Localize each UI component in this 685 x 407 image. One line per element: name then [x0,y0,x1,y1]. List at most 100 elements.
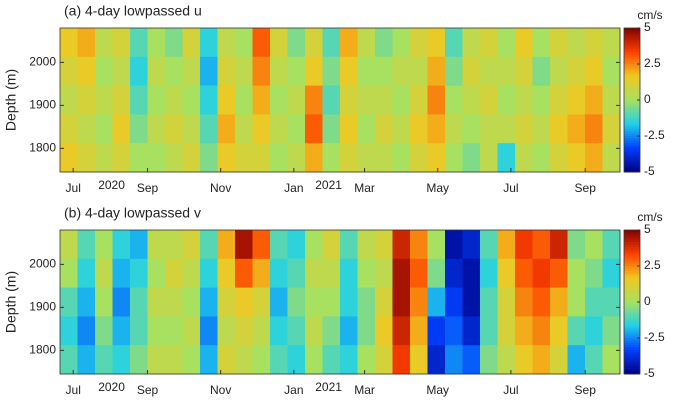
heatmap-cell [287,28,306,58]
colorbar-segment [624,266,640,269]
heatmap-cell [200,230,218,260]
heatmap-cell [77,143,96,173]
heatmap-cell [322,287,341,317]
colorbar-segment [624,345,640,349]
heatmap-cell [410,230,428,260]
colorbar-segment [624,157,640,161]
heatmap-cell [322,230,341,260]
heatmap-cell [95,258,113,289]
heatmap-cell [497,345,516,375]
colorbar-segment [624,354,640,358]
heatmap-cell [410,316,428,346]
heatmap-cell [497,114,516,144]
colorbar-segment [624,145,640,149]
colorbar-segment [624,90,640,94]
heatmap-cell [217,316,236,346]
x-tick-label: May [426,383,449,397]
x-tick-label: Nov [210,181,231,195]
colorbar-segment [624,273,640,277]
x-tick-label: May [426,181,449,195]
heatmap-cell [270,56,288,87]
heatmap-cell [217,28,236,58]
heatmap-cell [147,56,166,87]
heatmap-cell [375,287,393,317]
x-tick-label: Jul [503,181,518,195]
heatmap-cell [270,316,288,346]
colorbar-segment [624,119,640,123]
colorbar-segment [624,369,640,373]
heatmap-cell [112,230,131,260]
colorbar-segment [624,311,640,315]
heatmap-cell [252,230,271,260]
colorbar-segment [624,40,640,43]
colorbar-tick-label: -5 [644,164,655,178]
heatmap-cell [270,85,288,115]
heatmap-cell [322,28,341,58]
heatmap-cell [112,85,131,115]
heatmap-cell [200,114,218,144]
heatmap-cell [585,56,603,87]
heatmap-cell [532,56,551,87]
colorbar-tick-label: -2.5 [644,128,665,142]
heatmap-cell [217,258,236,289]
heatmap-cell [217,56,236,87]
heatmap-cell [480,258,498,289]
heatmap-cell [270,345,288,375]
heatmap-cell [287,258,306,289]
colorbar-tick-label: -5 [644,366,655,380]
colorbar-segment [624,78,640,82]
heatmap-cell [462,85,481,115]
heatmap-cell [357,143,376,173]
heatmap-cell [515,85,533,115]
colorbar-segment [624,162,640,166]
colorbar-segment [624,116,640,120]
heatmap-cell [112,56,131,87]
colorbar-segment [624,304,640,308]
colorbar-segment [624,30,640,34]
y-tick-label: 1900 [29,300,56,314]
heatmap-cell [550,287,568,317]
heatmap-cell [497,28,516,58]
heatmap-cell [567,114,586,144]
heatmap-cell [200,143,218,173]
colorbar-segment [624,357,640,361]
heatmap-cell [515,287,533,317]
colorbar-segment [624,290,640,293]
heatmap-cell [322,258,341,289]
heatmap-cell [445,28,463,58]
heatmap-cell [585,345,603,375]
colorbar-segment [624,278,640,281]
colorbar-segment [624,35,640,39]
heatmap-cell [200,345,218,375]
y-tick-label: 1900 [29,98,56,112]
heatmap-cell [497,56,516,87]
heatmap-cell [270,114,288,144]
heatmap-cell [112,143,131,173]
colorbar-segment [624,49,640,53]
colorbar-segment [624,83,640,87]
heatmap-cell [60,56,78,87]
heatmap-cell [340,85,358,115]
colorbar-tick-label: 2.5 [644,56,661,70]
heatmap-cell [147,316,166,346]
colorbar-segment [624,152,640,156]
colorbar-segment [624,338,640,341]
heatmap-cell [532,143,551,173]
heatmap-cell [462,230,481,260]
heatmap-cell [392,230,411,260]
colorbar-segment [624,88,640,91]
heatmap-cell [340,28,358,58]
heatmap-cell [515,143,533,173]
colorbar-segment [624,318,640,322]
heatmap-cell [445,114,463,144]
heatmap [60,28,621,173]
heatmap-cell [532,28,551,58]
heatmap-cell [445,230,463,260]
heatmap-cell [287,85,306,115]
heatmap-cell [585,287,603,317]
heatmap-cell [480,230,498,260]
heatmap-cell [497,143,516,173]
colorbar-segment [624,330,640,334]
y-tick-label: 1800 [29,141,56,155]
